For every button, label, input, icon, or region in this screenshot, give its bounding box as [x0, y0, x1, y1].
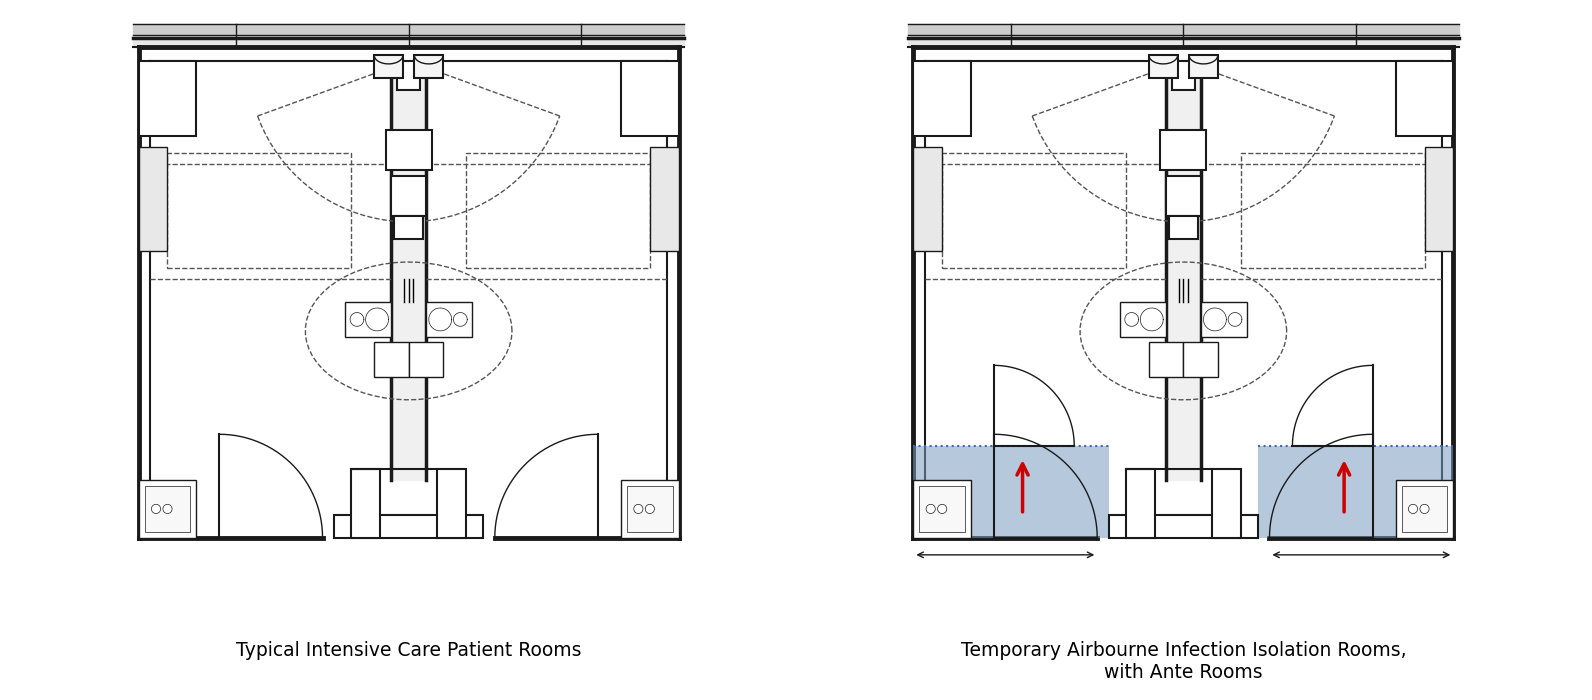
Bar [352, 469, 380, 538]
Bar [374, 55, 403, 78]
Bar [1172, 61, 1196, 90]
Bar [1240, 153, 1425, 267]
Bar [942, 153, 1126, 267]
Bar [1200, 302, 1247, 337]
Bar [395, 216, 423, 239]
Bar [145, 486, 191, 532]
Bar [396, 61, 420, 90]
Text: Typical Intensive Care Patient Rooms: Typical Intensive Care Patient Rooms [236, 641, 581, 660]
Circle shape [634, 504, 643, 514]
Bar [1149, 55, 1178, 78]
Bar [139, 480, 196, 538]
Bar [1396, 61, 1453, 136]
Bar [914, 446, 1108, 538]
Bar [385, 130, 431, 170]
Text: Temporary Airbourne Infection Isolation Rooms,
with Ante Rooms: Temporary Airbourne Infection Isolation … [960, 641, 1406, 682]
Bar [914, 147, 942, 251]
Circle shape [162, 504, 172, 514]
Circle shape [927, 504, 935, 514]
Circle shape [938, 504, 947, 514]
Bar [438, 469, 466, 538]
Circle shape [151, 504, 161, 514]
Bar [139, 61, 196, 136]
Bar [1189, 55, 1218, 78]
Bar [1149, 342, 1183, 377]
Bar [621, 61, 678, 136]
Bar [627, 486, 673, 532]
Bar [414, 55, 443, 78]
Bar [466, 153, 650, 267]
Bar [1258, 446, 1453, 538]
Bar [914, 480, 971, 538]
Bar [409, 342, 443, 377]
Circle shape [1409, 504, 1417, 514]
Bar [1425, 147, 1453, 251]
Bar [650, 147, 678, 251]
Bar [1126, 469, 1154, 538]
Bar [621, 480, 678, 538]
Circle shape [1420, 504, 1430, 514]
Circle shape [645, 504, 654, 514]
Bar [1183, 342, 1218, 377]
Bar [139, 147, 167, 251]
Bar [167, 153, 352, 267]
Bar [334, 514, 484, 538]
Bar [919, 486, 965, 532]
Bar [345, 302, 392, 337]
Bar [1401, 486, 1447, 532]
Bar [914, 61, 971, 136]
Bar [1165, 176, 1200, 216]
Bar [1108, 514, 1258, 538]
Bar [1161, 130, 1207, 170]
Bar [1169, 216, 1197, 239]
Bar [392, 176, 427, 216]
Bar [1121, 302, 1165, 337]
Bar [1212, 469, 1240, 538]
Bar [1396, 480, 1453, 538]
Bar [427, 302, 471, 337]
Bar [374, 342, 409, 377]
